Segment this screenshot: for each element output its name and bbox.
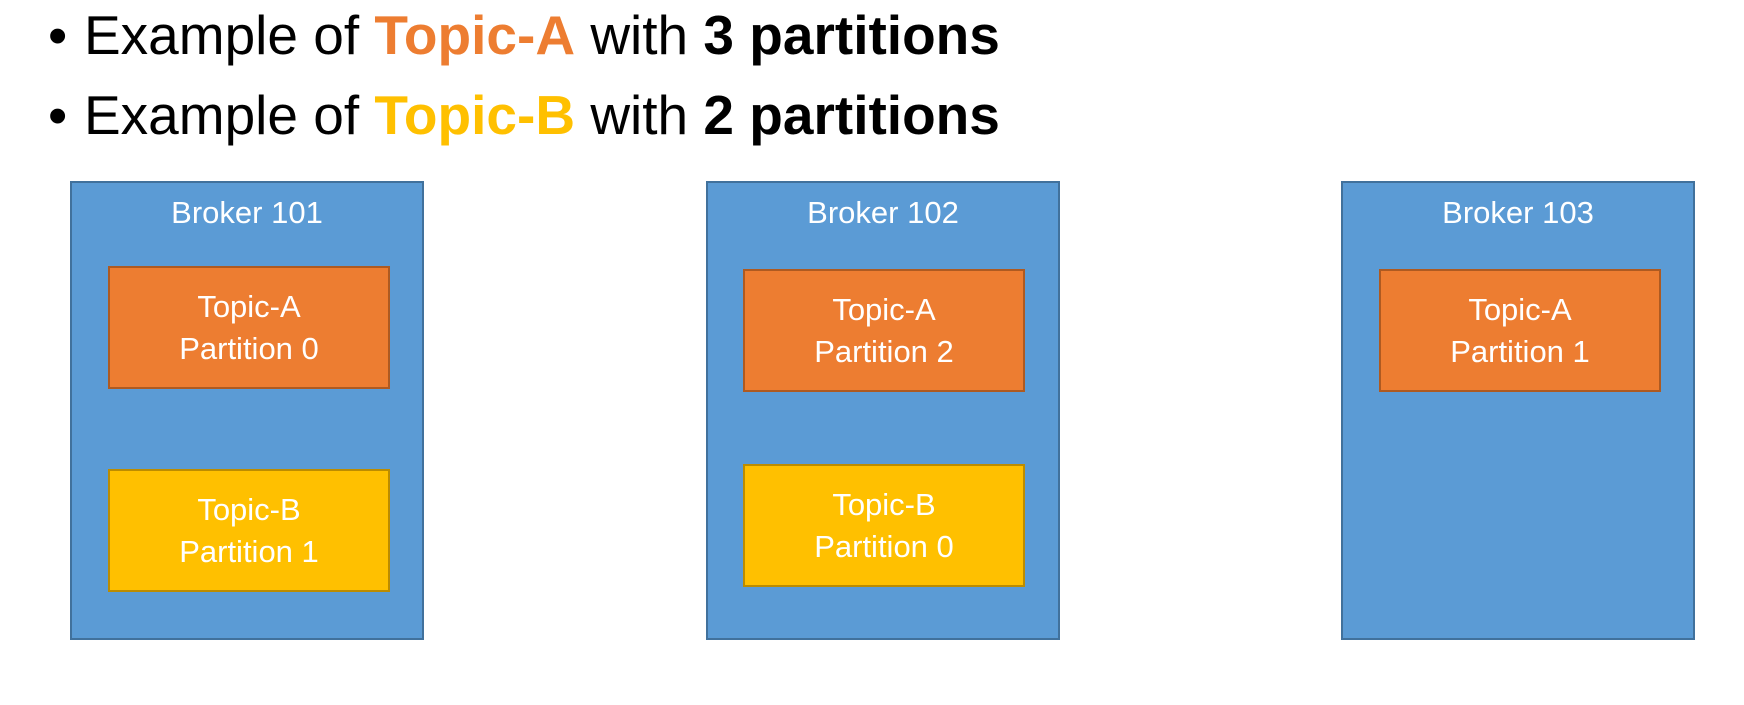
partition-number: Partition 2 [814,333,954,369]
partition-topic: Topic-B [832,486,936,522]
partition-topic: Topic-A [197,288,301,324]
partition-box-topic-b: Topic-B Partition 1 [108,469,390,592]
partition-number: Partition 0 [814,528,954,564]
partition-number: Partition 1 [1450,333,1590,369]
partition-box-topic-b: Topic-B Partition 0 [743,464,1025,587]
topic-b-label: Topic-B [374,84,576,146]
topic-a-label: Topic-A [374,4,576,66]
partition-topic: Topic-B [197,491,301,527]
partition-number: Partition 0 [179,330,319,366]
partition-topic: Topic-A [832,291,936,327]
partition-box-topic-a: Topic-A Partition 0 [108,266,390,389]
partition-count: 3 partitions [703,4,1000,66]
broker-102: Broker 102 Topic-A Partition 2 Topic-B P… [706,181,1060,640]
partition-count: 2 partitions [703,84,1000,146]
broker-title: Broker 102 [807,195,959,230]
bullet-list: • Example of Topic-A with 3 partitions • E… [48,0,1000,160]
bullet-topic-a: • Example of Topic-A with 3 partitions [48,0,1000,75]
broker-title: Broker 103 [1442,195,1594,230]
bullet-topic-b: • Example of Topic-B with 2 partitions [48,75,1000,155]
bullet-middle: with [575,4,704,66]
bullet-prefix: Example of [84,84,375,146]
bullet-prefix: Example of [84,4,375,66]
broker-title: Broker 101 [171,195,323,230]
partition-topic: Topic-A [1468,291,1572,327]
bullet-dot-icon: • [48,84,68,146]
partition-box-topic-a: Topic-A Partition 2 [743,269,1025,392]
partition-box-topic-a: Topic-A Partition 1 [1379,269,1661,392]
broker-103: Broker 103 Topic-A Partition 1 [1341,181,1695,640]
partition-number: Partition 1 [179,533,319,569]
bullet-dot-icon: • [48,4,68,66]
broker-101: Broker 101 Topic-A Partition 0 Topic-B P… [70,181,424,640]
bullet-middle: with [575,84,704,146]
